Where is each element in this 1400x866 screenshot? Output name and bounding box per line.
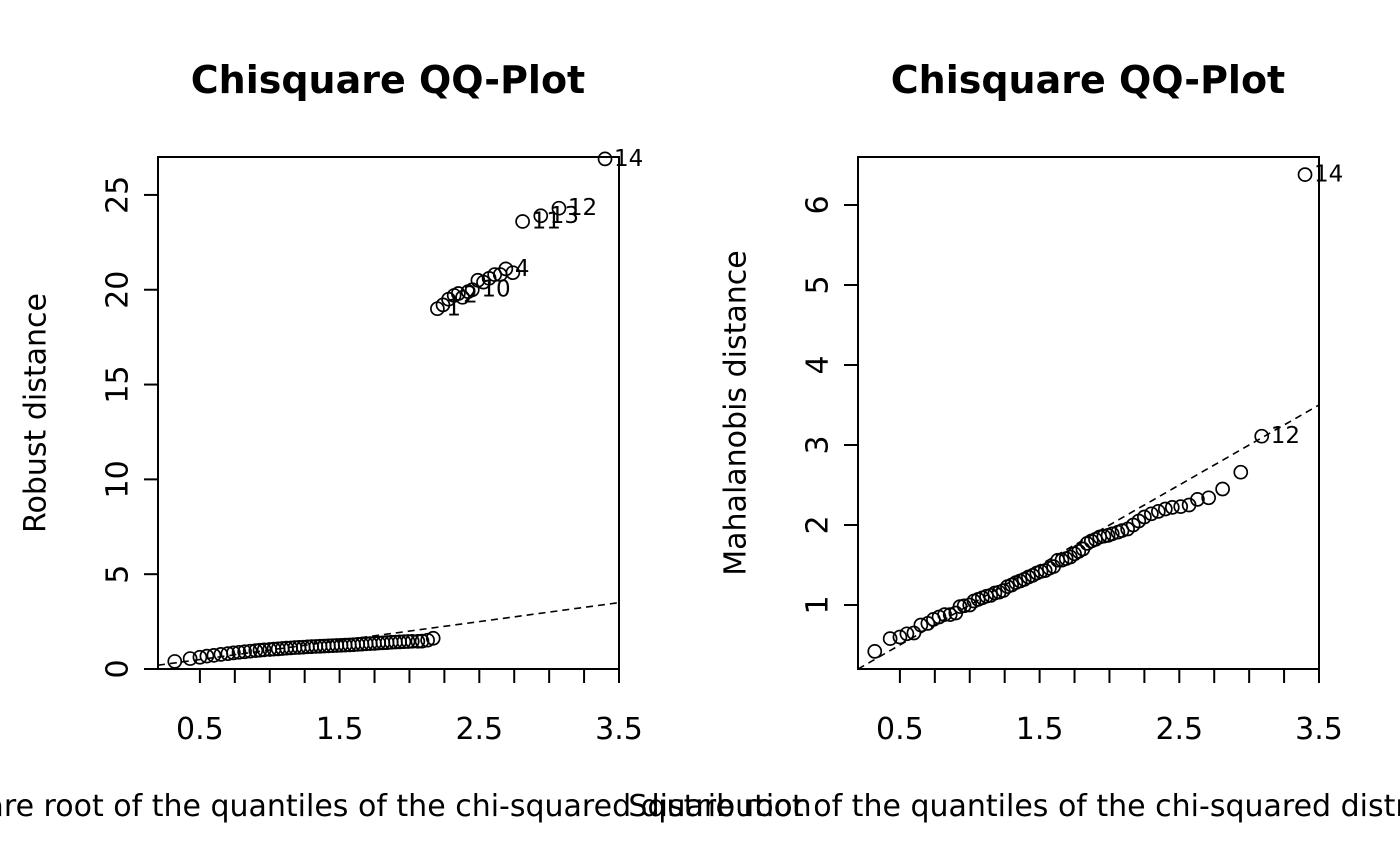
data-point xyxy=(220,646,236,661)
data-point xyxy=(182,651,198,666)
data-point xyxy=(498,261,514,277)
data-point xyxy=(414,633,430,649)
data-point xyxy=(237,644,252,660)
data-point xyxy=(942,607,958,622)
x-tick-label: 1.5 xyxy=(316,712,364,747)
data-point xyxy=(882,631,898,646)
data-point xyxy=(410,633,426,649)
y-tick-label: 10 xyxy=(101,460,136,498)
point-label: 1 xyxy=(446,296,461,322)
data-point xyxy=(206,647,222,663)
data-point xyxy=(242,643,258,659)
data-point xyxy=(396,634,412,650)
data-point xyxy=(937,607,952,622)
y-axis-label: Robust distance xyxy=(19,293,54,533)
x-tick-label: 3.5 xyxy=(595,712,643,747)
data-point xyxy=(404,633,420,649)
data-point xyxy=(1190,492,1205,507)
x-tick-label: 3.5 xyxy=(1295,712,1343,747)
y-tick-label: 0 xyxy=(101,659,136,678)
x-tick-label: 0.5 xyxy=(876,712,924,747)
x-axis-label: Square root of the quantiles of the chi-… xyxy=(0,789,812,824)
y-tick-label: 4 xyxy=(801,355,836,374)
data-point xyxy=(505,265,521,281)
data-point xyxy=(226,645,241,661)
data-point xyxy=(1233,464,1249,480)
data-point xyxy=(199,648,215,664)
data-point xyxy=(167,654,183,669)
qq-plot-panel-1: Chisquare QQ-Plot 0.5 1.5 2.5 3.5 0 5 10 15 20 25 S… xyxy=(0,58,812,824)
y-tick-label: 5 xyxy=(101,565,136,584)
data-point xyxy=(256,642,272,658)
point-label: 2 xyxy=(463,282,478,308)
y-tick-label: 1 xyxy=(801,595,836,614)
data-point xyxy=(597,151,613,167)
data-point xyxy=(899,626,915,642)
point-label: 12 xyxy=(568,195,597,221)
data-point xyxy=(425,630,441,646)
x-tick-label: 1.5 xyxy=(1016,712,1064,747)
data-point xyxy=(1201,490,1216,506)
data-point xyxy=(1215,481,1230,497)
chart-title: Chisquare QQ-Plot xyxy=(891,58,1285,102)
data-point xyxy=(248,643,264,658)
point-label: 4 xyxy=(515,256,530,282)
data-point xyxy=(487,267,503,282)
data-point xyxy=(1144,506,1159,522)
data-point xyxy=(515,214,530,229)
point-label: 12 xyxy=(1271,423,1300,449)
data-point xyxy=(551,200,567,216)
point-label: 11 xyxy=(532,208,561,234)
data-point xyxy=(192,649,208,665)
y-tick-label: 15 xyxy=(101,365,136,403)
point-label: 13 xyxy=(550,203,579,229)
point-label: 10 xyxy=(481,277,510,303)
y-tick-label: 6 xyxy=(801,195,836,214)
data-point xyxy=(1157,501,1173,517)
data-point xyxy=(231,644,247,660)
y-tick-label: 25 xyxy=(101,176,136,214)
data-point xyxy=(400,634,416,649)
y-axis-label: Mahalanobis distance xyxy=(719,250,754,575)
data-point xyxy=(1164,500,1180,515)
data-point xyxy=(1104,526,1120,542)
data-point xyxy=(1150,504,1166,519)
data-point xyxy=(450,286,466,301)
data-point xyxy=(1254,428,1270,444)
y-tick-label: 20 xyxy=(101,271,136,309)
x-tick-label: 2.5 xyxy=(455,712,503,747)
data-point xyxy=(867,644,883,659)
point-label: 14 xyxy=(614,146,643,172)
y-tick-label: 5 xyxy=(801,275,836,294)
data-point xyxy=(252,642,268,658)
y-tick-label: 3 xyxy=(801,435,836,454)
data-point xyxy=(1297,167,1313,182)
data-point xyxy=(1137,509,1152,525)
point-label: 14 xyxy=(1314,162,1343,188)
x-tick-label: 2.5 xyxy=(1155,712,1203,747)
data-point xyxy=(913,617,929,633)
x-axis-label: Square root of the quantiles of the chi-… xyxy=(628,789,1400,824)
data-point xyxy=(1173,499,1189,514)
data-point xyxy=(892,629,908,645)
y-tick-label: 2 xyxy=(801,515,836,534)
data-point xyxy=(533,208,549,224)
chart-title: Chisquare QQ-Plot xyxy=(191,58,585,102)
x-tick-label: 0.5 xyxy=(176,712,224,747)
